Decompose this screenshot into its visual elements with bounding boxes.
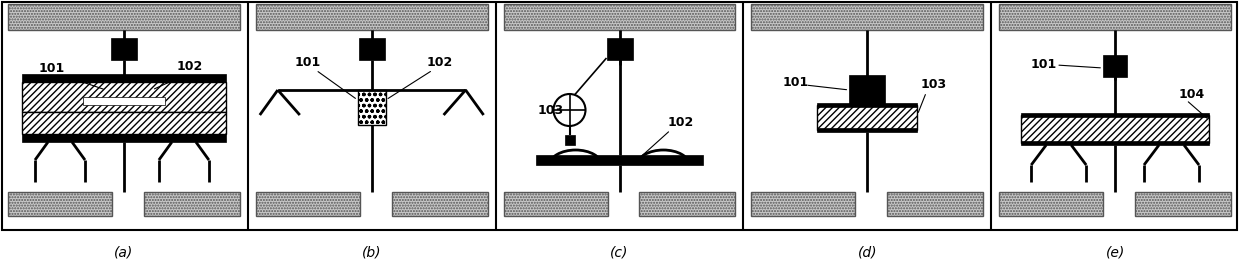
Text: (c): (c) — [611, 245, 628, 259]
Bar — [1103, 55, 1127, 77]
Text: 102: 102 — [668, 116, 694, 130]
Text: (b): (b) — [362, 245, 382, 259]
Text: (a): (a) — [114, 245, 134, 259]
Text: 101: 101 — [295, 56, 321, 69]
Bar — [535, 155, 704, 165]
Text: 103: 103 — [921, 79, 947, 92]
Bar — [999, 192, 1103, 216]
Bar — [607, 38, 632, 60]
Bar — [22, 134, 225, 142]
Bar — [999, 4, 1232, 30]
Bar — [22, 112, 225, 134]
Bar — [255, 4, 488, 30]
Bar — [1135, 192, 1232, 216]
Text: 102: 102 — [426, 56, 453, 69]
Bar — [22, 82, 225, 112]
Bar — [7, 192, 112, 216]
Bar — [7, 4, 240, 30]
Bar — [22, 74, 225, 82]
Bar — [1021, 113, 1209, 117]
Bar — [503, 192, 607, 216]
Bar — [818, 128, 917, 132]
Bar — [503, 4, 736, 30]
Bar — [1021, 141, 1209, 145]
Text: 103: 103 — [538, 103, 564, 116]
Text: 101: 101 — [782, 76, 809, 89]
Bar — [2, 2, 1237, 230]
Text: (d): (d) — [857, 245, 877, 259]
Text: 102: 102 — [177, 60, 203, 73]
Bar — [359, 38, 384, 60]
Bar — [255, 192, 359, 216]
Bar — [565, 135, 575, 145]
Bar — [818, 105, 917, 130]
Text: (e): (e) — [1105, 245, 1125, 259]
Bar — [358, 90, 385, 125]
Bar — [818, 103, 917, 107]
Bar — [144, 192, 240, 216]
Text: 101: 101 — [1030, 59, 1057, 72]
Bar — [751, 192, 855, 216]
Bar — [392, 192, 488, 216]
Bar — [639, 192, 736, 216]
Bar — [849, 75, 886, 105]
Bar — [83, 97, 165, 105]
Text: 104: 104 — [1178, 89, 1204, 102]
Text: 101: 101 — [38, 62, 66, 75]
Bar — [887, 192, 984, 216]
Bar — [112, 38, 136, 60]
Bar — [1021, 115, 1209, 143]
Bar — [751, 4, 984, 30]
